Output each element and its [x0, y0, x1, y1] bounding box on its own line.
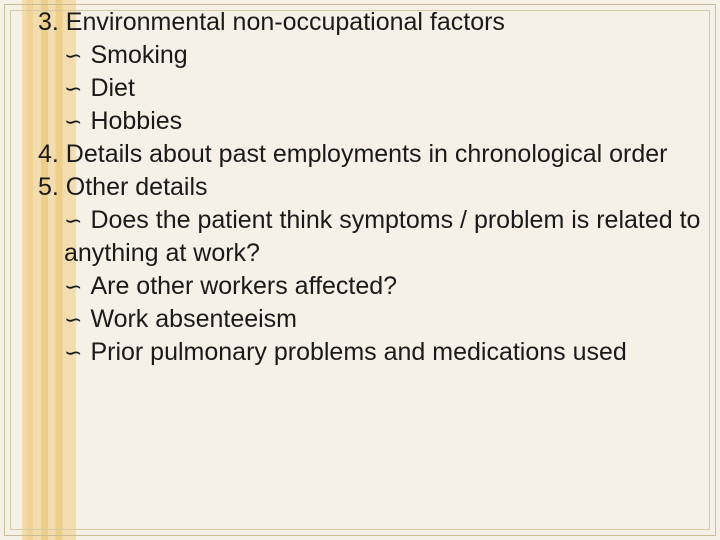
item-5-sub-a-text: Does the patient think symptoms / proble… [64, 206, 700, 267]
bullet-icon: ∽ [64, 206, 82, 235]
item-5-sub-a: ∽Does the patient think symptoms / probl… [38, 204, 702, 270]
item-3-heading: 3. Environmental non-occupational factor… [38, 6, 702, 39]
item-5-sub-c: ∽ Work absenteeism [38, 303, 702, 336]
bullet-icon: ∽ [64, 74, 82, 103]
item-5-sub-b-text: Are other workers affected? [90, 272, 397, 300]
item-3-sub-b-text: Diet [90, 74, 134, 102]
item-5-sub-b: ∽ Are other workers affected? [38, 270, 702, 303]
item-5-sub-d: ∽ Prior pulmonary problems and medication… [38, 336, 702, 369]
item-5-sub-c-text: Work absenteeism [90, 305, 297, 333]
item-3-sub-c-text: Hobbies [90, 107, 182, 135]
bullet-icon: ∽ [64, 305, 82, 334]
item-3-sub-a-text: Smoking [90, 41, 187, 69]
slide-content: 3. Environmental non-occupational factor… [38, 6, 702, 369]
item-5-heading: 5. Other details [38, 171, 702, 204]
item-3-sub-a: ∽ Smoking [38, 39, 702, 72]
item-3-sub-c: ∽ Hobbies [38, 105, 702, 138]
bullet-icon: ∽ [64, 107, 82, 136]
item-5-sub-d-text: Prior pulmonary problems and medications… [90, 338, 626, 366]
item-4-heading: 4. Details about past employments in chr… [38, 138, 702, 171]
item-3-sub-b: ∽ Diet [38, 72, 702, 105]
bullet-icon: ∽ [64, 338, 82, 367]
bullet-icon: ∽ [64, 272, 82, 301]
bullet-icon: ∽ [64, 41, 82, 70]
